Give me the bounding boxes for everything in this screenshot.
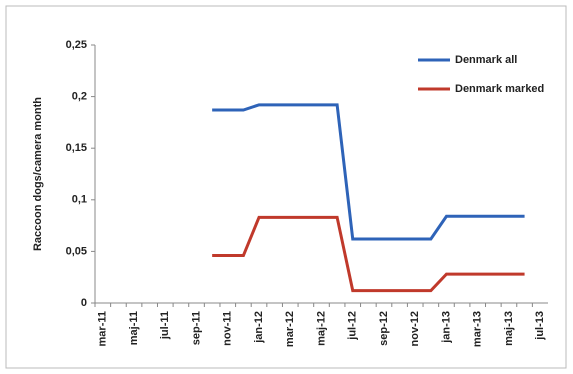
x-tick-label: maj-12: [315, 311, 327, 346]
y-tick-label: 0,15: [66, 142, 87, 154]
x-tick-label: sep-11: [190, 311, 202, 345]
x-tick-label: nov-11: [222, 311, 234, 346]
x-tick-label: mar-12: [284, 311, 296, 347]
y-axis-label: Raccoon dogs/camera month: [32, 97, 44, 251]
x-tick-label: mar-11: [97, 311, 109, 346]
x-tick-label: mar-13: [472, 311, 484, 347]
x-tick-label: sep-12: [378, 311, 390, 346]
x-tick-label: jul-13: [534, 311, 546, 341]
y-tick-label: 0,2: [72, 91, 87, 103]
data-line: [212, 215, 525, 293]
x-tick-label: nov-12: [409, 311, 421, 346]
y-tick-label: 0,1: [72, 194, 87, 206]
y-tick-label: 0,25: [66, 39, 87, 51]
x-tick-label: jan-12: [253, 311, 265, 344]
x-tick-label: maj-13: [503, 311, 515, 346]
x-tick-label: jul-11: [159, 311, 171, 340]
chart-border: [5, 5, 567, 369]
legend-label: Denmark all: [455, 54, 517, 66]
x-tick-label: jan-13: [440, 311, 452, 344]
y-tick-label: 0,05: [66, 245, 87, 257]
x-tick-label: maj-11: [128, 311, 140, 345]
data-line: [212, 103, 525, 241]
legend-label: Denmark marked: [455, 83, 544, 95]
y-tick-label: 0: [81, 297, 87, 309]
x-tick-label: jul-12: [347, 311, 359, 341]
